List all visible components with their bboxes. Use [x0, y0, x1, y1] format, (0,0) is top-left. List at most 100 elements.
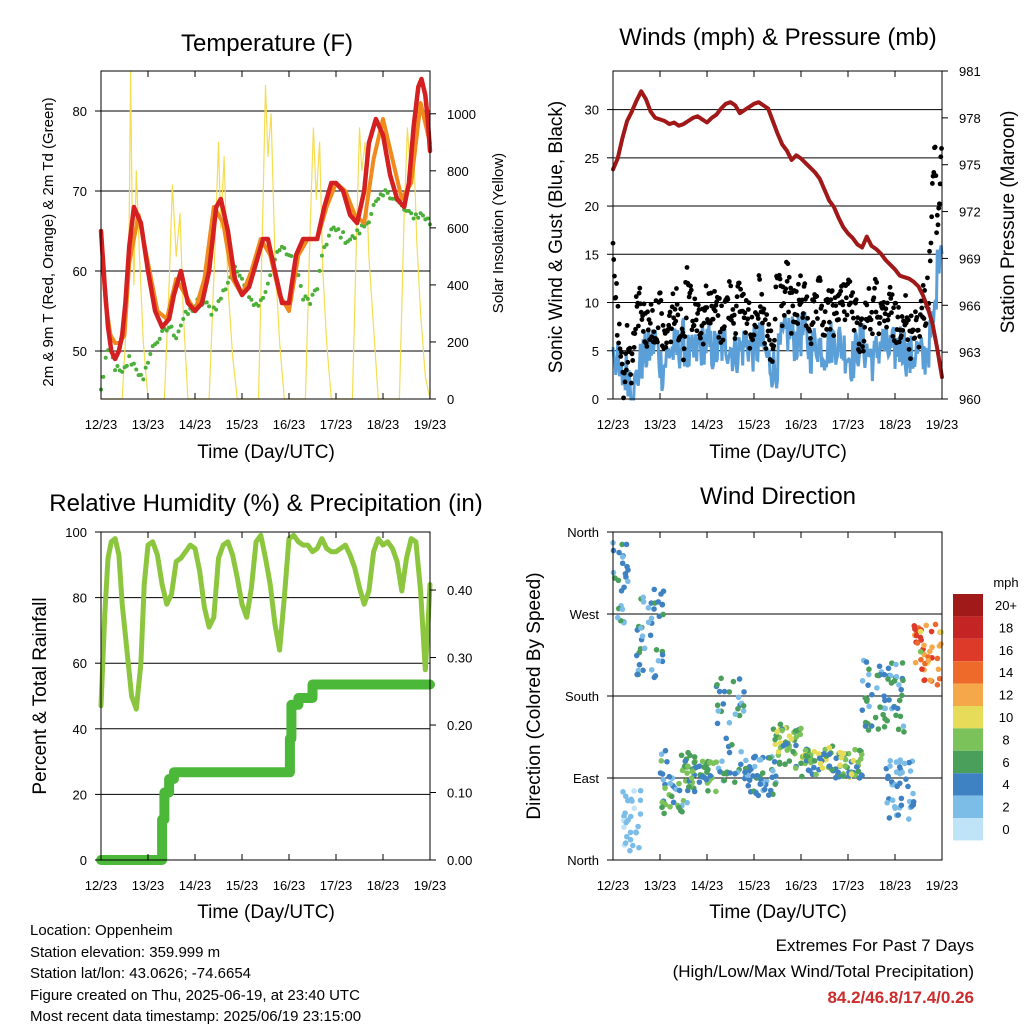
direction-point	[648, 667, 655, 673]
direction-title: Wind Direction	[700, 483, 856, 510]
humidity-gridlines	[101, 531, 430, 861]
direction-point	[792, 728, 799, 734]
speed-legend-swatch	[953, 661, 983, 684]
direction-point	[691, 788, 698, 795]
direction-point	[731, 779, 738, 785]
direction-point	[662, 785, 668, 791]
dewpoint-point	[218, 296, 223, 301]
direction-point	[893, 712, 899, 719]
direction-point	[811, 764, 817, 771]
dewpoint-point	[336, 227, 341, 232]
x-tick-label: 14/23	[179, 417, 212, 432]
dewpoint-point	[176, 329, 181, 334]
direction-point	[780, 742, 787, 749]
direction-point	[911, 623, 918, 629]
direction-point	[877, 704, 883, 710]
dewpoint-point	[204, 300, 209, 305]
dewpoint-point	[225, 280, 230, 285]
gust-point	[932, 144, 938, 150]
direction-point	[880, 711, 886, 718]
dewpoint-point	[352, 236, 357, 241]
gust-point	[716, 335, 722, 340]
gust-point	[804, 294, 810, 300]
gust-point	[707, 320, 713, 326]
direction-point	[884, 799, 890, 806]
gust-point	[891, 305, 896, 311]
direction-point	[714, 702, 721, 709]
direction-point	[754, 772, 760, 779]
gust-point	[666, 322, 672, 328]
direction-point	[637, 787, 644, 794]
dewpoint-point	[308, 301, 313, 306]
gust-point	[769, 359, 775, 364]
x-tick-label: 12/23	[597, 417, 630, 432]
gust-point	[925, 275, 930, 281]
gust-point	[734, 294, 740, 300]
winds-y-axis-title: Sonic Wind & Gust (Blue, Black)	[546, 101, 567, 373]
direction-point	[935, 666, 942, 673]
direction-point	[881, 671, 888, 678]
direction-point	[859, 707, 866, 713]
gust-point	[745, 316, 751, 322]
x-tick-label: 14/23	[691, 878, 724, 893]
gust-point	[625, 359, 631, 365]
gust-point	[828, 297, 834, 303]
direction-point	[793, 742, 799, 749]
gust-point	[613, 295, 619, 300]
direction-point	[678, 752, 685, 759]
direction-point	[893, 673, 900, 680]
y-tick-label: 10	[585, 296, 599, 311]
gust-point	[874, 280, 880, 285]
gust-point	[717, 329, 723, 335]
gust-point	[717, 296, 722, 301]
y-tick-label: 80	[73, 104, 87, 119]
direction-point	[859, 678, 866, 684]
temperature-title: Temperature (F)	[181, 30, 353, 57]
gust-point	[899, 314, 905, 319]
dewpoint-point	[265, 281, 270, 286]
direction-point	[713, 788, 719, 795]
gust-point	[658, 298, 664, 303]
dewpoint-point	[103, 355, 108, 360]
direction-point	[716, 688, 723, 695]
direction-point	[638, 625, 644, 631]
direction-point	[659, 601, 666, 608]
gust-point	[640, 329, 646, 334]
direction-point	[738, 761, 744, 768]
direction-point	[918, 656, 924, 663]
direction-point	[721, 777, 728, 784]
direction-point	[811, 748, 818, 755]
direction-point	[640, 667, 646, 674]
y-tick-label: 0	[592, 392, 599, 407]
gust-point	[771, 343, 777, 349]
relative-humidity-line	[98, 532, 433, 712]
direction-point	[622, 793, 629, 800]
humidity-x-axis-title: Time (Day/UTC)	[197, 902, 335, 923]
gust-point	[618, 354, 624, 359]
direction-point	[885, 665, 892, 672]
direction-point	[885, 773, 891, 780]
direction-point	[659, 799, 666, 806]
gust-point	[913, 309, 918, 315]
gust-point	[848, 300, 853, 306]
direction-point	[743, 757, 749, 764]
direction-point	[767, 755, 773, 761]
direction-point	[637, 811, 644, 817]
direction-point	[726, 689, 733, 695]
direction-point	[901, 729, 907, 735]
direction-point	[622, 840, 629, 846]
dewpoint-point	[331, 225, 336, 230]
direction-point	[732, 770, 738, 777]
gust-point	[884, 324, 889, 330]
dewpoint-point	[216, 299, 221, 304]
direction-point	[624, 563, 630, 570]
direction-point	[815, 751, 822, 757]
dewpoint-point	[326, 233, 331, 238]
dewpoint-point	[381, 193, 385, 198]
dewpoint-point	[305, 296, 310, 301]
gust-point	[808, 341, 814, 347]
dewpoint-point	[157, 336, 162, 341]
direction-point	[826, 763, 833, 769]
speed-legend-label: 18	[999, 620, 1013, 635]
x-tick-label: 16/23	[785, 417, 818, 432]
